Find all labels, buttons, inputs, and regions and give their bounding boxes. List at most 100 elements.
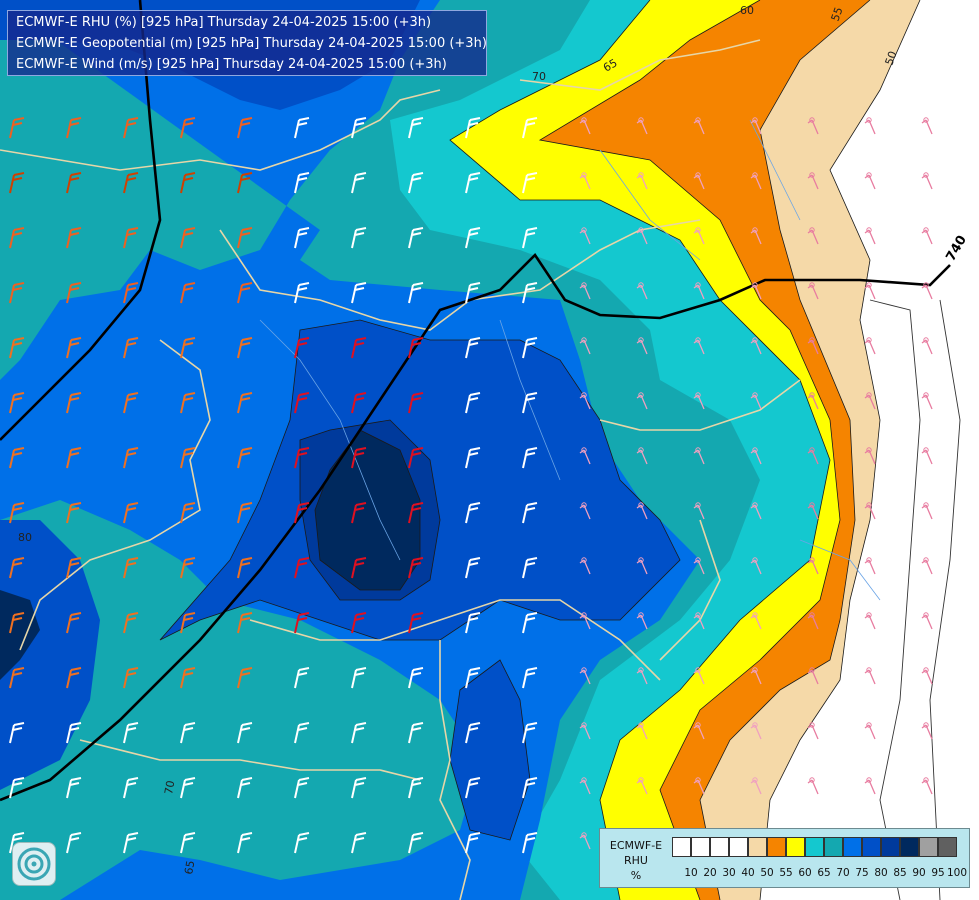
wind-barb-icon	[693, 174, 705, 190]
wind-barb-icon	[693, 669, 705, 685]
wind-barb-icon	[693, 779, 705, 795]
wind-barb-calm-icon	[809, 667, 815, 673]
wind-barb-calm-icon	[695, 667, 701, 673]
wind-barb-icon	[465, 502, 481, 524]
wind-barb-calm-icon	[923, 612, 929, 618]
contour-label-60-top: 60	[740, 4, 754, 17]
rhu-legend: ECMWF-E RHU % 10 20 30 40 50 55 60 65 70 75 80 85 90…	[599, 828, 970, 888]
wind-barb-calm-icon	[809, 612, 815, 618]
wind-barb-calm-icon	[752, 447, 758, 453]
wind-barb-icon	[750, 449, 762, 465]
wind-barb-icon	[864, 504, 876, 520]
contour-label-65-bottom: 65	[182, 859, 197, 875]
wind-barb-icon	[636, 669, 648, 685]
wind-barb-icon	[237, 777, 253, 799]
wind-barb-calm-icon	[581, 282, 587, 288]
wind-barb-calm-icon	[581, 612, 587, 618]
wind-barb-icon	[180, 777, 196, 799]
wind-barb-icon	[921, 669, 933, 685]
wind-barb-icon	[921, 339, 933, 355]
wind-barb-icon	[636, 119, 648, 135]
wind-barb-icon	[522, 392, 538, 414]
wind-barb-calm-icon	[695, 722, 701, 728]
wind-barb-icon	[465, 557, 481, 579]
wind-barb-icon	[9, 722, 25, 744]
wind-barb-icon	[123, 227, 139, 249]
wind-barb-icon	[237, 667, 253, 689]
wind-barb-icon	[636, 229, 648, 245]
wind-barb-icon	[750, 559, 762, 575]
wind-barb-icon	[579, 449, 591, 465]
wind-barb-icon	[9, 832, 25, 854]
wind-barb-icon	[408, 172, 424, 194]
wind-barb-calm-icon	[809, 337, 815, 343]
legend-title-unit: %	[630, 869, 642, 882]
rhu-contours	[159, 0, 921, 900]
wind-barb-icon	[123, 612, 139, 634]
wind-barb-calm-icon	[638, 667, 644, 673]
wind-barb-icon	[66, 172, 82, 194]
geopotential-contour-740	[0, 0, 951, 802]
wind-barb-calm-icon	[923, 392, 929, 398]
wind-barb-icon	[579, 504, 591, 520]
wind-barb-icon	[636, 614, 648, 630]
wind-barb-calm-icon	[695, 447, 701, 453]
wind-barb-icon	[465, 612, 481, 634]
wind-barb-icon	[294, 502, 310, 524]
wind-barb-calm-icon	[809, 227, 815, 233]
wind-barb-icon	[9, 447, 25, 469]
wind-barb-calm-icon	[581, 227, 587, 233]
wind-barb-icon	[351, 337, 367, 359]
wind-barb-icon	[921, 394, 933, 410]
wind-barb-icon	[579, 614, 591, 630]
wind-barb-calm-icon	[752, 282, 758, 288]
wind-barb-icon	[522, 777, 538, 799]
wind-barb-calm-icon	[752, 227, 758, 233]
wind-barb-icon	[237, 557, 253, 579]
wind-barb-icon	[237, 722, 253, 744]
wind-barb-icon	[864, 284, 876, 300]
wind-barb-icon	[465, 227, 481, 249]
legend-swatch	[919, 837, 938, 857]
wind-barb-icon	[294, 337, 310, 359]
legend-swatch	[824, 837, 843, 857]
wind-barb-icon	[66, 502, 82, 524]
wind-barb-icon	[294, 172, 310, 194]
legend-tick-label: 95	[931, 867, 945, 879]
wind-barb-icon	[693, 394, 705, 410]
wind-barb-icon	[294, 612, 310, 634]
wind-barb-icon	[66, 612, 82, 634]
wind-barb-icon	[180, 557, 196, 579]
wind-barb-icon	[180, 172, 196, 194]
wind-barb-calm-icon	[752, 172, 758, 178]
legend-tick-label: 30	[722, 867, 736, 879]
wind-barb-calm-icon	[752, 722, 758, 728]
wind-barb-icon	[408, 447, 424, 469]
wind-barb-icon	[522, 832, 538, 854]
wind-barb-icon	[750, 724, 762, 740]
wind-barb-calm-icon	[809, 557, 815, 563]
wind-barb-icon	[294, 777, 310, 799]
legend-tick-label: 90	[912, 867, 926, 879]
wind-barb-calm-icon	[752, 612, 758, 618]
wind-barb-icon	[522, 227, 538, 249]
wind-barb-calm-icon	[695, 117, 701, 123]
wind-barb-calm-icon	[752, 337, 758, 343]
wind-barb-icon	[66, 667, 82, 689]
wind-barb-icon	[465, 172, 481, 194]
wind-barb-calm-icon	[695, 282, 701, 288]
wind-barb-icon	[693, 724, 705, 740]
wind-barb-icon	[123, 832, 139, 854]
wind-barb-calm-icon	[581, 557, 587, 563]
wind-barb-icon	[750, 614, 762, 630]
wind-barb-icon	[864, 229, 876, 245]
wind-barb-icon	[807, 394, 819, 410]
wind-barb-calm-icon	[809, 117, 815, 123]
wind-barb-icon	[522, 557, 538, 579]
wind-barb-icon	[237, 502, 253, 524]
wind-barb-calm-icon	[752, 667, 758, 673]
wind-barb-icon	[123, 447, 139, 469]
rhu-band-80-south	[450, 660, 530, 840]
wind-barb-icon	[750, 284, 762, 300]
wind-barb-calm-icon	[923, 557, 929, 563]
